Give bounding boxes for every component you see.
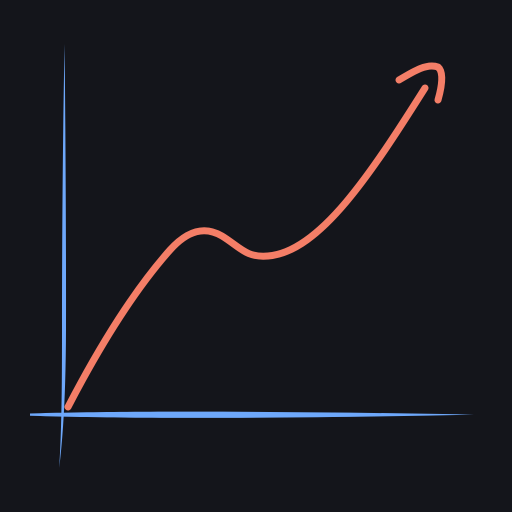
arrowhead-icon — [395, 62, 446, 104]
growth-curve — [64, 84, 429, 411]
x-axis-stroke — [30, 411, 474, 418]
y-axis-stroke — [59, 44, 67, 468]
